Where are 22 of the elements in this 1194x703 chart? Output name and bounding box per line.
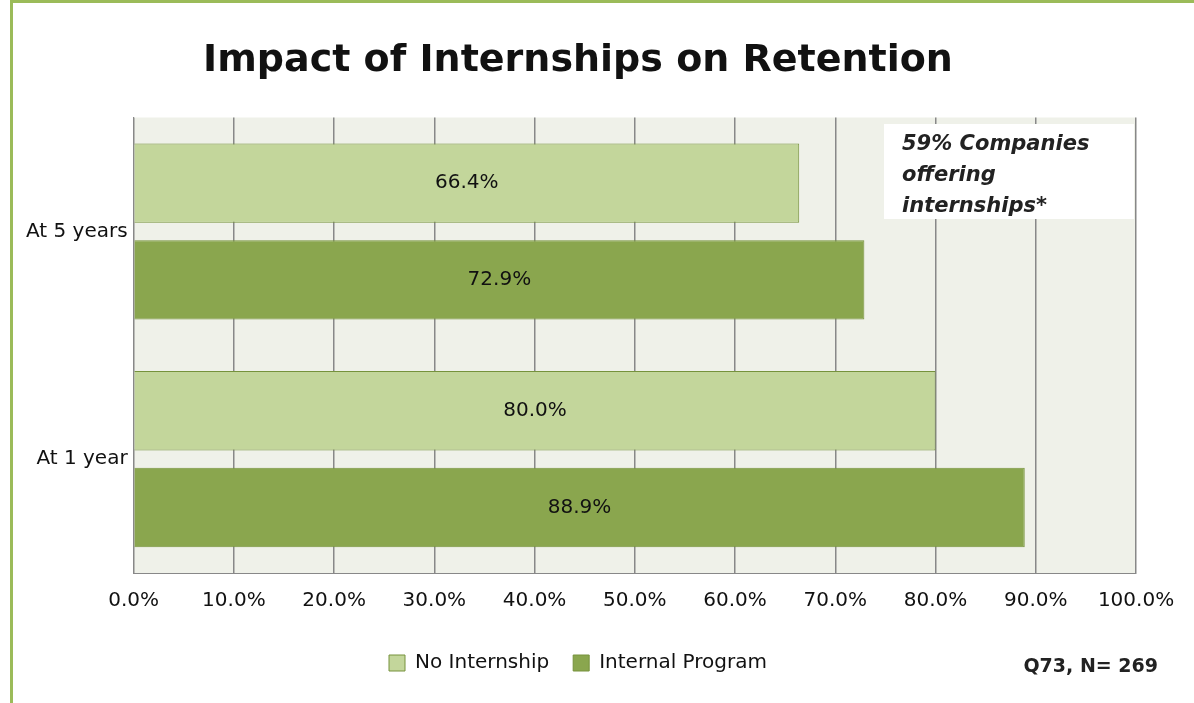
x-tick-label: 40.0% — [502, 587, 567, 612]
legend-label: Internal Program — [599, 649, 767, 674]
x-tick-label: 60.0% — [703, 587, 767, 612]
x-tick-label: 20.0% — [302, 587, 366, 612]
x-tick-label: 30.0% — [402, 587, 467, 612]
x-tick-label: 0.0% — [108, 587, 160, 612]
data-label: 80.0% — [503, 396, 567, 421]
legend-label: No Internship — [415, 649, 550, 674]
x-tick-label: 100.0% — [1097, 587, 1175, 612]
data-label: 88.9% — [547, 493, 612, 518]
annotation: 59% Companies offering internships* — [884, 124, 1134, 219]
text: Q73, N= 269 — [1023, 654, 1158, 676]
data-label: 72.9% — [467, 266, 532, 291]
x-tick-label: 70.0% — [803, 587, 868, 612]
chart-title: Impact of Internships on Retention — [203, 35, 953, 80]
x-tick-label: 80.0% — [903, 587, 968, 612]
data-label: 66.4% — [435, 169, 499, 194]
y-tick-label: At 1 year — [36, 445, 129, 470]
x-tick-label: 10.0% — [202, 587, 266, 612]
x-tick-label: 50.0% — [603, 587, 667, 612]
y-tick-label: At 5 years — [25, 217, 128, 242]
x-tick-label: 90.0% — [1003, 587, 1068, 612]
